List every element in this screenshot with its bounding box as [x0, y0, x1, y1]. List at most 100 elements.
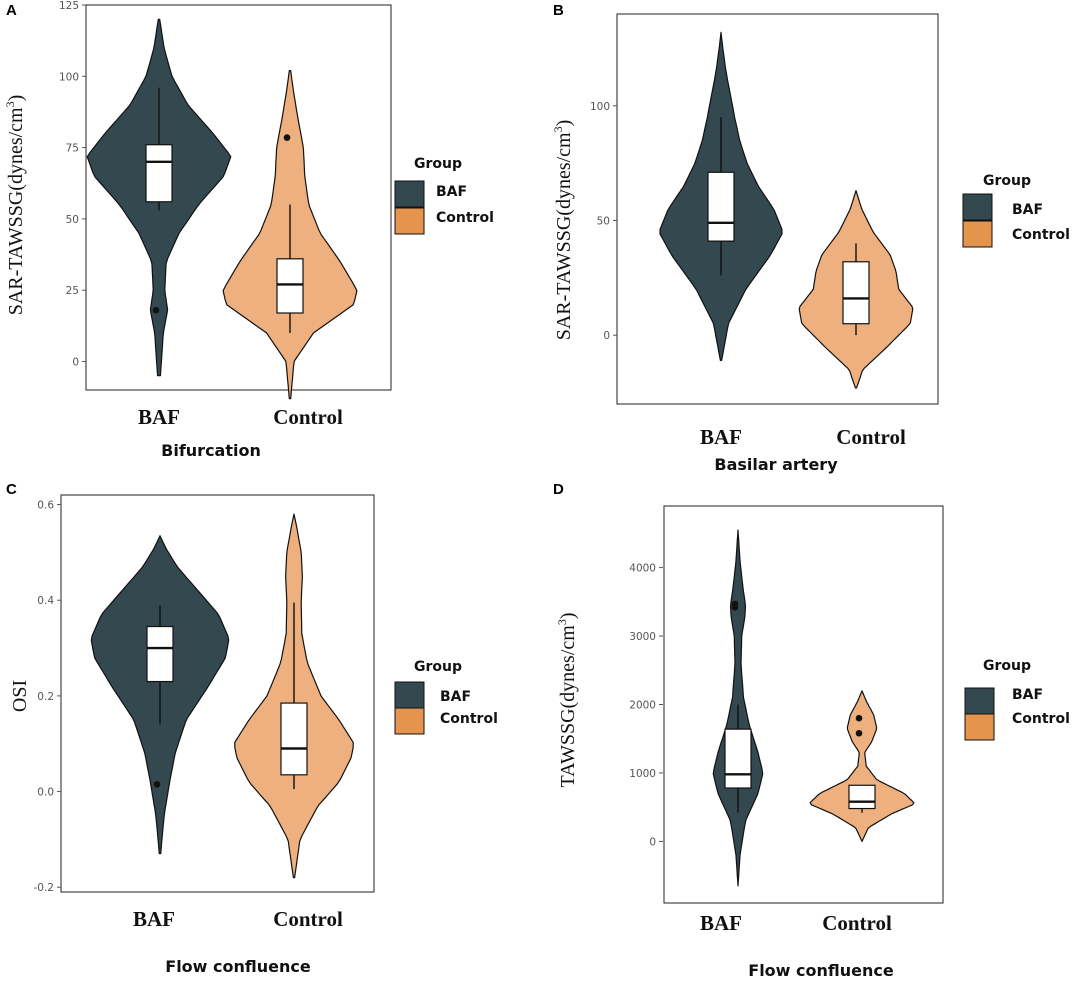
- y-tick-label-c: 0.6: [37, 500, 54, 512]
- y-tick-label-a: 50: [66, 214, 79, 226]
- y-tick-label-d: 4000: [629, 563, 656, 575]
- panel-b: B 0 50 100 BAF Control Basilar artery SAR-…: [551, 2, 1070, 474]
- legend-title-a: Group: [414, 156, 462, 172]
- y-axis-title-b-main: SAR-TAWSSG(dynes/cm: [553, 132, 575, 340]
- y-tick-label-d: 1000: [629, 768, 656, 780]
- y-tick-label-d: 2000: [629, 700, 656, 712]
- panel-c: C -0.2 0.0 0.2 0.4 0.6 BAF Control Flow conf…: [6, 481, 498, 976]
- outlier-d-baf: [731, 600, 739, 608]
- outlier-a-baf: [152, 306, 160, 314]
- outlier-d-control: [855, 714, 863, 722]
- legend-swatch-a-baf: [394, 180, 425, 208]
- y-axis-title-b: SAR-TAWSSG(dynes/cm3): [551, 120, 575, 341]
- y-tick-label-c: 0.2: [37, 691, 54, 703]
- plot-frame-a: [85, 4, 392, 391]
- box-a-baf: [145, 144, 173, 203]
- panel-d: D 0 1000 2000 3000 4000 BAF Control Flow con…: [553, 481, 1070, 980]
- category-label-c-baf: BAF: [133, 907, 175, 931]
- outlier-a-control: [283, 134, 291, 141]
- legend-b: Group BAF Control: [962, 173, 1070, 248]
- y-axis-title-a-main: SAR-TAWSSG(dynes/cm: [5, 107, 27, 315]
- y-tick-label-c: -0.2: [34, 882, 55, 894]
- plot-frame-c: [60, 494, 375, 893]
- plot-area-b: 0 50 100: [590, 31, 914, 389]
- legend-title-c: Group: [414, 659, 462, 675]
- category-label-d-baf: BAF: [700, 911, 742, 935]
- y-axis-title-d-sup: 3: [555, 619, 569, 625]
- plot-area-a: 0 25 50 75 100 125: [59, 0, 358, 400]
- y-tick-label-a: 0: [72, 356, 79, 368]
- legend-title-b: Group: [983, 173, 1031, 189]
- box-a-control: [276, 258, 304, 314]
- y-tick-label-c: 0.0: [37, 787, 54, 799]
- y-axis-title-c: OSI: [9, 680, 31, 712]
- plot-frame-d: [663, 505, 944, 904]
- y-tick-label-d: 0: [649, 836, 656, 848]
- box-b-baf: [707, 171, 735, 242]
- box-c-baf: [146, 625, 174, 683]
- x-axis-title-b: Basilar artery: [714, 455, 838, 474]
- legend-label-b-baf: BAF: [1012, 202, 1043, 218]
- y-axis-title-a: SAR-TAWSSG(dynes/cm3): [3, 95, 27, 316]
- outlier-c-baf: [153, 781, 161, 788]
- y-tick-label-c: 0.4: [37, 595, 54, 607]
- legend-label-c-control: Control: [440, 711, 498, 727]
- plot-area-d: 0 1000 2000 3000 4000: [629, 529, 915, 887]
- plot-area-c: -0.2 0.0 0.2 0.4 0.6: [34, 500, 354, 894]
- x-axis-title-a: Bifurcation: [161, 441, 261, 460]
- y-tick-label-b: 0: [603, 330, 610, 342]
- legend-d: Group BAF Control: [964, 658, 1070, 741]
- category-label-d-control: Control: [822, 911, 892, 935]
- legend-title-d: Group: [983, 658, 1031, 674]
- category-label-a-baf: BAF: [138, 405, 180, 429]
- panel-letter-c: C: [6, 481, 17, 498]
- legend-swatch-b-baf: [962, 193, 993, 221]
- y-axis-title-d-main: TAWSSG(dynes/cm: [557, 625, 579, 788]
- y-tick-label-b: 100: [590, 101, 610, 113]
- plot-frame-b: [616, 13, 939, 405]
- y-axis-title-d-close: ): [557, 612, 579, 619]
- x-axis-title-d: Flow confluence: [748, 961, 894, 980]
- legend-swatch-b-control: [962, 220, 993, 248]
- panel-letter-d: D: [553, 481, 564, 498]
- y-tick-label-d: 3000: [629, 631, 656, 643]
- y-tick-label-a: 100: [59, 71, 79, 83]
- y-axis-title-d: TAWSSG(dynes/cm3): [555, 612, 579, 787]
- y-tick-label-a: 75: [66, 143, 79, 155]
- panel-letter-a: A: [6, 2, 17, 19]
- x-axis-title-c: Flow confluence: [165, 957, 311, 976]
- panel-letter-b: B: [553, 2, 564, 19]
- legend-c: Group BAF Control: [394, 659, 498, 735]
- y-axis-title-a-sup: 3: [3, 101, 17, 107]
- legend-swatch-c-control: [394, 707, 425, 735]
- box-c-control: [280, 702, 308, 776]
- legend-swatch-d-baf: [964, 687, 995, 715]
- box-b-control: [842, 261, 870, 325]
- legend-label-a-control: Control: [436, 210, 494, 226]
- y-tick-label-a: 25: [66, 285, 79, 297]
- box-d-baf: [724, 728, 752, 789]
- category-label-c-control: Control: [273, 907, 343, 931]
- y-tick-label-a: 125: [59, 0, 79, 12]
- y-axis-title-a-close: ): [5, 95, 27, 102]
- legend-swatch-d-control: [964, 713, 995, 741]
- category-label-a-control: Control: [273, 405, 343, 429]
- violin-d-control: [809, 690, 915, 842]
- legend-label-b-control: Control: [1012, 227, 1070, 243]
- category-label-b-control: Control: [836, 425, 906, 449]
- outlier-d-control: [855, 729, 863, 737]
- box-d-control: [848, 784, 876, 810]
- legend-label-c-baf: BAF: [440, 689, 471, 705]
- y-axis-title-b-sup: 3: [551, 126, 565, 132]
- y-tick-label-b: 50: [597, 215, 610, 227]
- category-label-b-baf: BAF: [700, 425, 742, 449]
- legend-label-d-control: Control: [1012, 711, 1070, 727]
- y-axis-title-b-close: ): [553, 120, 575, 127]
- legend-swatch-c-baf: [394, 681, 425, 709]
- legend-label-a-baf: BAF: [436, 184, 467, 200]
- legend-label-d-baf: BAF: [1012, 687, 1043, 703]
- legend-a: Group BAF Control: [394, 156, 494, 235]
- legend-swatch-a-control: [394, 207, 425, 235]
